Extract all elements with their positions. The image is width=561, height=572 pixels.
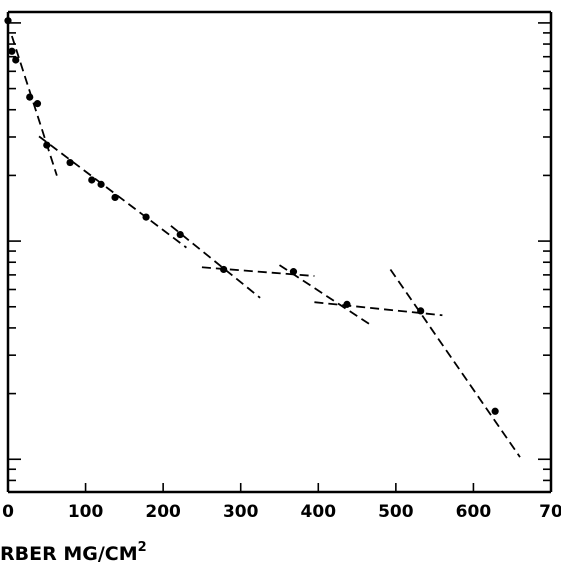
- x-tick-label: 600: [456, 502, 492, 522]
- data-point: [4, 17, 12, 25]
- axis-ticks: [7, 22, 552, 492]
- data-point: [142, 213, 150, 221]
- x-axis-title: RBER MG/CM2: [0, 540, 147, 565]
- x-tick-labels: 0 100 200 300 400 500 600 70: [2, 502, 561, 522]
- x-tick-label: 200: [145, 502, 181, 522]
- data-point: [176, 230, 184, 239]
- plot-frame: [6, 10, 553, 494]
- x-tick-label: 0: [2, 502, 14, 522]
- data-point: [97, 180, 105, 188]
- data-point: [491, 407, 499, 415]
- data-point: [289, 268, 298, 276]
- fit-line: [389, 268, 521, 458]
- fit-line: [38, 135, 187, 249]
- fit-line: [279, 264, 374, 327]
- x-axis-title-superscript: 2: [138, 540, 147, 555]
- data-point: [88, 176, 96, 184]
- x-axis-title-text: RBER MG/CM: [0, 543, 138, 565]
- data-points: [4, 17, 499, 415]
- data-point: [66, 158, 74, 167]
- data-point: [8, 47, 16, 55]
- x-tick-label: 100: [68, 502, 104, 522]
- data-point: [43, 141, 51, 149]
- x-tick-label: 300: [223, 502, 259, 522]
- fit-line: [11, 35, 58, 176]
- x-tick-label: 70: [539, 502, 561, 522]
- fit-line: [201, 266, 315, 277]
- fit-lines: [11, 35, 521, 458]
- fit-line: [314, 301, 443, 317]
- fit-line: [170, 225, 261, 299]
- data-point: [343, 300, 351, 308]
- x-tick-label: 500: [378, 502, 414, 522]
- data-point: [220, 265, 228, 274]
- data-point: [26, 93, 34, 101]
- data-point: [111, 193, 119, 202]
- data-point: [33, 100, 42, 108]
- data-point: [12, 56, 20, 64]
- data-point: [417, 307, 425, 315]
- x-tick-label: 400: [301, 502, 337, 522]
